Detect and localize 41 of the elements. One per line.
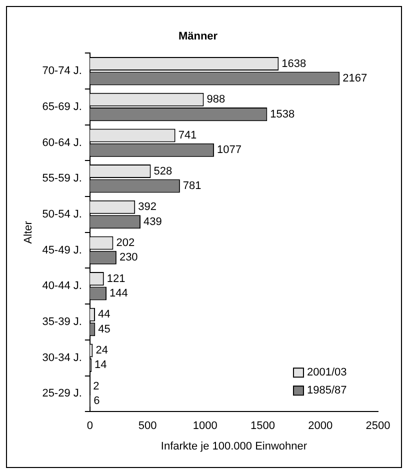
y-tick-label: 45-49 J. bbox=[42, 244, 82, 256]
data-label: 439 bbox=[144, 216, 162, 228]
y-tick-label: 25-29 J. bbox=[42, 388, 82, 400]
data-label: 121 bbox=[106, 272, 126, 285]
data-label: 741 bbox=[178, 129, 197, 142]
y-tick-label: 65-69 J. bbox=[42, 100, 82, 113]
data-label: 24 bbox=[96, 344, 108, 357]
y-tick-label: 50-54 J. bbox=[42, 208, 82, 221]
data-label: 392 bbox=[138, 201, 156, 214]
data-label: 45 bbox=[98, 323, 110, 336]
x-tick-label: 1000 bbox=[192, 420, 218, 432]
x-tick-label: 0 bbox=[86, 420, 94, 432]
data-label: 144 bbox=[110, 288, 128, 300]
data-label: 528 bbox=[154, 165, 172, 178]
y-tick-label: 40-44 J. bbox=[42, 280, 82, 292]
legend-label: 1985/87 bbox=[307, 384, 347, 397]
y-tick-label: 55-59 J. bbox=[42, 172, 82, 185]
data-label: 2167 bbox=[342, 72, 368, 84]
y-tick-label: 35-39 J. bbox=[42, 316, 82, 328]
data-label: 230 bbox=[119, 252, 138, 264]
chart-title: Männer bbox=[178, 30, 218, 43]
data-label: 988 bbox=[206, 94, 226, 106]
y-tick-label: 70-74 J. bbox=[42, 65, 82, 78]
x-tick-label: 2500 bbox=[366, 420, 390, 432]
data-label: 14 bbox=[94, 359, 107, 372]
data-label: 1638 bbox=[282, 58, 306, 70]
data-label: 44 bbox=[98, 308, 110, 321]
x-tick-label: 2000 bbox=[308, 420, 333, 432]
y-axis-title: Alter bbox=[22, 220, 35, 244]
data-label: 1077 bbox=[217, 144, 242, 156]
x-tick-label: 1500 bbox=[250, 420, 276, 432]
data-label: 2 bbox=[93, 380, 100, 392]
data-label: 202 bbox=[116, 237, 135, 250]
x-tick-label: 500 bbox=[138, 420, 157, 432]
y-tick-label: 60-64 J. bbox=[42, 136, 82, 149]
x-axis-title: Infarkte je 100.000 Einwohner bbox=[160, 440, 308, 452]
data-label: 6 bbox=[94, 395, 100, 408]
data-label: 1538 bbox=[270, 108, 295, 120]
legend-label: 2001/03 bbox=[307, 366, 347, 379]
y-tick-label: 30-34 J. bbox=[42, 352, 82, 364]
data-label: 781 bbox=[182, 180, 202, 192]
